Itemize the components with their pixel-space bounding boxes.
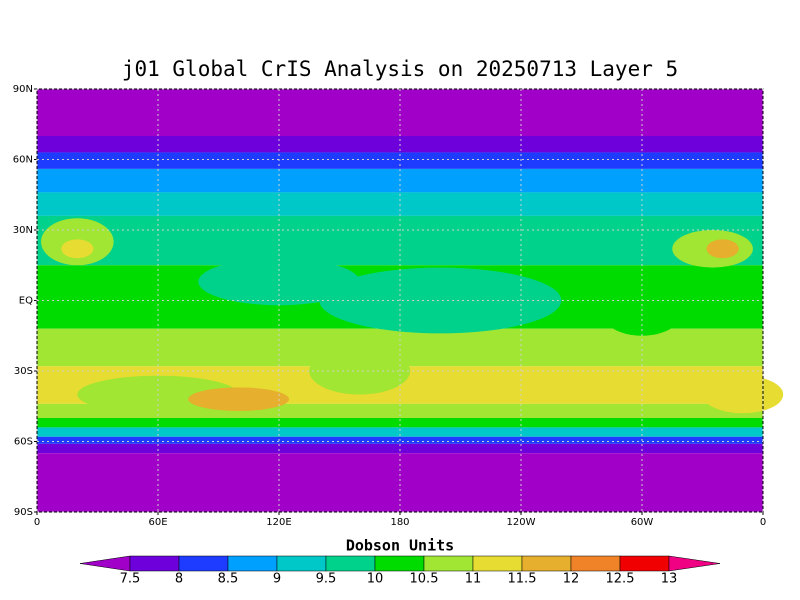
colorbar-segment bbox=[570, 555, 621, 572]
colorbar-segment bbox=[374, 555, 425, 572]
colorbar-segment bbox=[178, 555, 229, 572]
field-blob bbox=[706, 239, 739, 259]
y-tick-label: 30S bbox=[14, 366, 33, 377]
colorbar-segment bbox=[472, 555, 523, 572]
colorbar-label: 9.5 bbox=[316, 572, 337, 587]
colorbar-label: 8 bbox=[175, 572, 183, 587]
y-tick-label: 90N bbox=[13, 84, 33, 95]
field-blob bbox=[702, 375, 784, 414]
colorbar-label: 7.5 bbox=[120, 572, 141, 587]
colorbar-segment bbox=[423, 555, 474, 572]
x-tick-label: 0 bbox=[760, 517, 766, 528]
x-tick-label: 180 bbox=[390, 517, 409, 528]
colorbar-label: 9 bbox=[273, 572, 281, 587]
field-blob bbox=[319, 267, 562, 334]
colorbar-label: 13 bbox=[661, 572, 678, 587]
x-tick-label: 120W bbox=[507, 517, 536, 528]
field-blob bbox=[61, 239, 94, 259]
x-tick-label: 0 bbox=[34, 517, 40, 528]
field-band bbox=[37, 418, 763, 428]
y-tick-label: 90S bbox=[14, 507, 33, 518]
x-tick-label: 60E bbox=[148, 517, 167, 528]
field-band bbox=[37, 443, 763, 454]
y-tick-label: EQ bbox=[19, 296, 33, 307]
field-blob bbox=[309, 347, 411, 395]
colorbar-title: Dobson Units bbox=[346, 537, 454, 555]
y-tick-label: 60S bbox=[14, 437, 33, 448]
y-tick-label: 30N bbox=[13, 225, 33, 236]
colorbar-label: 10 bbox=[367, 572, 384, 587]
field-blob bbox=[198, 258, 360, 306]
colorbar-segment bbox=[276, 555, 327, 572]
x-tick-label: 120E bbox=[266, 517, 291, 528]
colorbar-label: 12.5 bbox=[606, 572, 635, 587]
colorbar-label: 10.5 bbox=[410, 572, 439, 587]
field-blob bbox=[188, 387, 290, 411]
x-tick-label: 60W bbox=[631, 517, 654, 528]
colorbar-segment bbox=[619, 555, 670, 572]
colorbar-label: 12 bbox=[563, 572, 580, 587]
colorbar-segment bbox=[129, 555, 180, 572]
field-band bbox=[37, 427, 763, 437]
field-band bbox=[37, 453, 763, 512]
field-band bbox=[37, 89, 763, 136]
chart-title: j01 Global CrIS Analysis on 20250713 Lay… bbox=[122, 57, 678, 81]
colorbar-label: 8.5 bbox=[218, 572, 239, 587]
colorbar-segment bbox=[521, 555, 572, 572]
y-tick-label: 60N bbox=[13, 155, 33, 166]
colorbar-label: 11.5 bbox=[508, 572, 537, 587]
colorbar-segment bbox=[79, 555, 131, 572]
colorbar-segment bbox=[325, 555, 376, 572]
colorbar-segment bbox=[227, 555, 278, 572]
colorbar-label: 11 bbox=[465, 572, 482, 587]
colorbar-segment bbox=[668, 555, 721, 572]
